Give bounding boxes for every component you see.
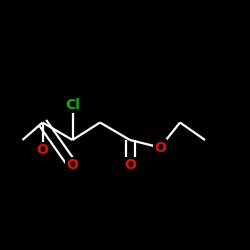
- Text: O: O: [36, 143, 48, 157]
- Text: Cl: Cl: [65, 98, 80, 112]
- Text: O: O: [124, 158, 136, 172]
- Text: O: O: [66, 158, 78, 172]
- Text: O: O: [154, 140, 166, 154]
